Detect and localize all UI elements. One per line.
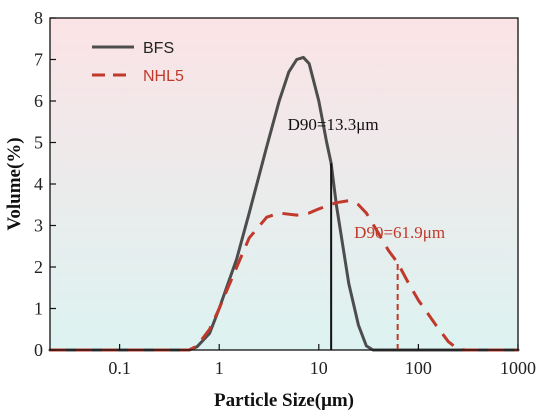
- x-tick-label: 10: [310, 358, 328, 378]
- x-tick-label: 1: [215, 358, 224, 378]
- y-tick-label: 8: [34, 8, 43, 28]
- x-tick-label: 100: [405, 358, 432, 378]
- legend: BFS NHL5: [92, 40, 184, 85]
- d90-label-1: D90=13.3μm: [288, 115, 379, 134]
- y-tick-label: 5: [34, 133, 43, 153]
- legend-label-nhl5: NHL5: [143, 68, 184, 85]
- y-tick-label: 0: [34, 340, 43, 360]
- legend-label-bfs: BFS: [143, 40, 174, 57]
- y-tick-label: 2: [34, 257, 43, 277]
- x-axis-title: Particle Size(μm): [214, 390, 354, 411]
- y-tick-label: 7: [34, 50, 43, 70]
- x-tick-label: 1000: [500, 358, 536, 378]
- x-tick-label: 0.1: [108, 358, 131, 378]
- series-line-nhl5: [50, 199, 518, 352]
- y-tick-label: 3: [34, 216, 43, 236]
- y-axis-title: Volume(%): [4, 137, 25, 230]
- y-tick-label: 4: [34, 174, 43, 194]
- y-tick-label: 1: [34, 299, 43, 319]
- d90-label-2: D90=61.9μm: [354, 223, 445, 242]
- y-tick-label: 6: [34, 91, 43, 111]
- plot-background: [50, 18, 518, 350]
- series-line-bfs: [48, 55, 520, 352]
